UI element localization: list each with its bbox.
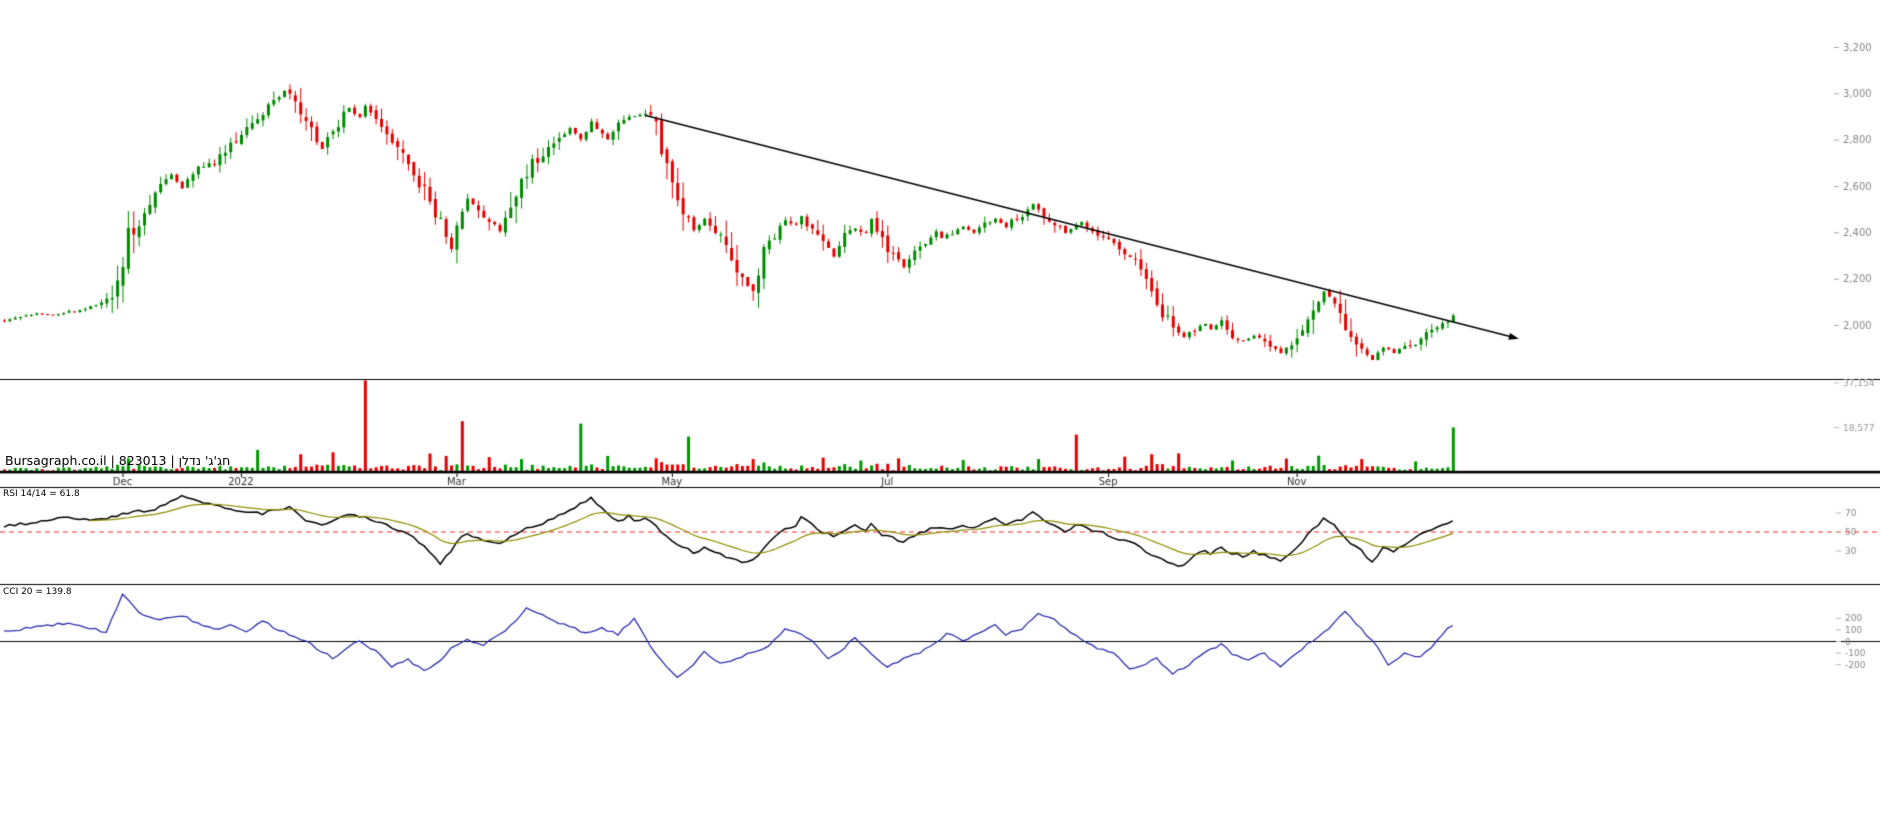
rsi-indicator-label: RSI 14/14 = 61.8 <box>3 489 80 499</box>
brand-watermark: Bursagraph.co.il | 823013 | חג'ג' נדלן <box>5 453 231 468</box>
cci-indicator-label: CCI 20 = 139.8 <box>3 587 72 597</box>
